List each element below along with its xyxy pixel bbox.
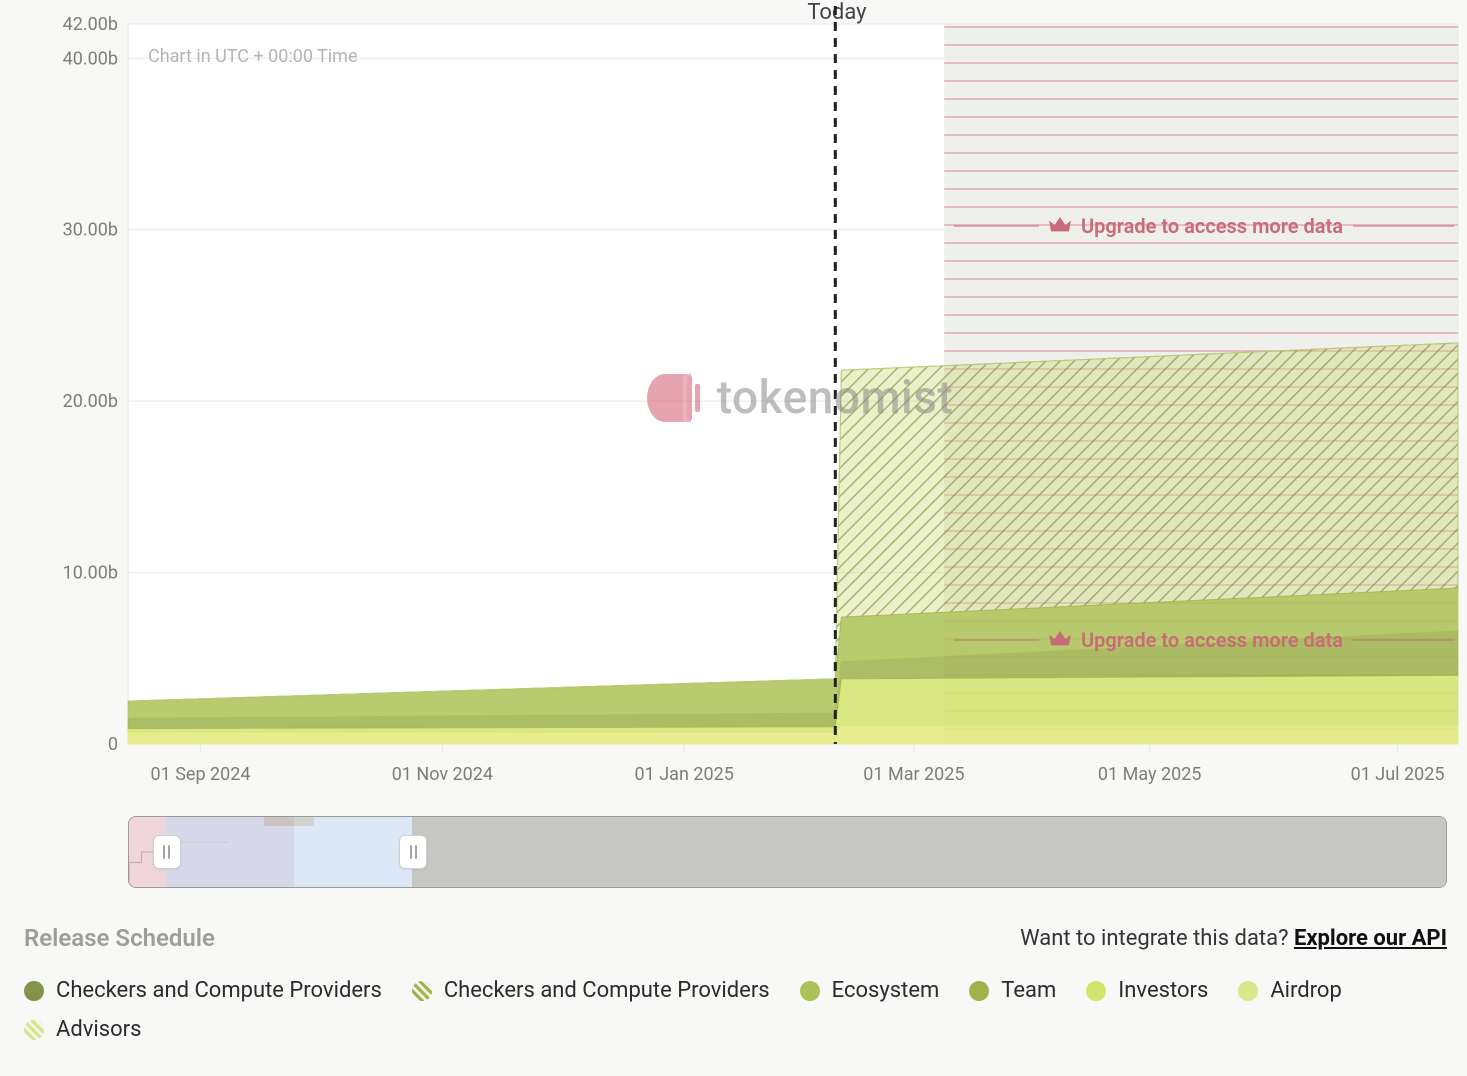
legend-label: Ecosystem <box>832 978 940 1003</box>
legend-item[interactable]: Team <box>969 978 1056 1003</box>
legend-swatch <box>412 981 432 1001</box>
tokenomist-logo-icon <box>647 370 703 426</box>
legend-swatch <box>800 981 820 1001</box>
range-navigator[interactable] <box>128 816 1447 888</box>
svg-text:01 Sep 2024: 01 Sep 2024 <box>151 764 251 785</box>
svg-text:10.00b: 10.00b <box>63 563 118 584</box>
legend-swatch <box>24 1020 44 1040</box>
legend-item[interactable]: Investors <box>1086 978 1208 1003</box>
svg-text:01 May 2025: 01 May 2025 <box>1098 764 1202 785</box>
legend: Checkers and Compute Providers Checkers a… <box>24 978 1447 1042</box>
section-title: Release Schedule <box>24 924 215 952</box>
legend-label: Checkers and Compute Providers <box>444 978 770 1003</box>
watermark-text: tokenomist <box>717 371 954 425</box>
legend-item[interactable]: Ecosystem <box>800 978 940 1003</box>
navigator-handle-left[interactable] <box>153 835 181 869</box>
legend-swatch <box>24 981 44 1001</box>
legend-swatch <box>1238 981 1258 1001</box>
legend-label: Advisors <box>56 1017 141 1042</box>
crown-icon <box>1049 217 1071 235</box>
explore-api-link[interactable]: Explore our API <box>1294 926 1447 951</box>
legend-item[interactable]: Checkers and Compute Providers <box>412 978 770 1003</box>
navigator-selection[interactable] <box>166 817 412 887</box>
svg-text:0: 0 <box>108 734 118 755</box>
legend-label: Team <box>1001 978 1056 1003</box>
navigator-handle-right[interactable] <box>399 835 427 869</box>
navigator-mask <box>412 817 1446 887</box>
legend-item[interactable]: Airdrop <box>1238 978 1342 1003</box>
crown-icon <box>1049 631 1071 649</box>
chart-area[interactable]: 0 10.00b 20.00b 30.00b 40.00b 42.00b 01 Sep 20… <box>20 0 1465 790</box>
svg-text:20.00b: 20.00b <box>63 391 118 412</box>
legend-swatch <box>969 981 989 1001</box>
svg-text:42.00b: 42.00b <box>63 14 118 35</box>
legend-label: Investors <box>1118 978 1208 1003</box>
svg-text:01 Nov 2024: 01 Nov 2024 <box>392 764 493 785</box>
upgrade-text: Upgrade to access more data <box>1081 628 1343 652</box>
svg-text:01 Mar 2025: 01 Mar 2025 <box>863 764 964 785</box>
api-cta: Want to integrate this data? Explore our… <box>1020 926 1447 951</box>
svg-text:40.00b: 40.00b <box>63 48 118 69</box>
svg-text:30.00b: 30.00b <box>63 220 118 241</box>
svg-text:01 Jan 2025: 01 Jan 2025 <box>635 764 734 785</box>
utc-note: Chart in UTC + 00:00 Time <box>148 46 358 67</box>
legend-label: Airdrop <box>1270 978 1342 1003</box>
legend-item[interactable]: Advisors <box>24 1017 141 1042</box>
api-prompt-text: Want to integrate this data? <box>1020 926 1294 951</box>
legend-label: Checkers and Compute Providers <box>56 978 382 1003</box>
svg-text:01 Jul 2025: 01 Jul 2025 <box>1351 764 1445 785</box>
legend-item[interactable]: Checkers and Compute Providers <box>24 978 382 1003</box>
upgrade-banner-top[interactable]: Upgrade to access more data <box>954 214 1454 238</box>
upgrade-banner-bottom[interactable]: Upgrade to access more data <box>954 628 1454 652</box>
watermark: tokenomist <box>647 370 954 426</box>
legend-swatch <box>1086 981 1106 1001</box>
upgrade-text: Upgrade to access more data <box>1081 214 1343 238</box>
